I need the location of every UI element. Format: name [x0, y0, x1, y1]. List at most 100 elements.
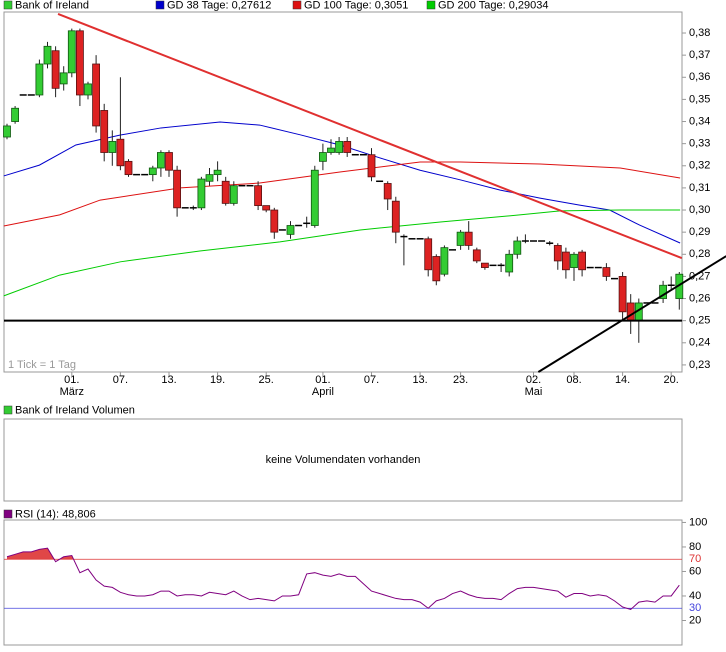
y-tick-label: 0,35: [689, 93, 710, 105]
candle-body: [513, 240, 522, 255]
candle-body: [197, 178, 206, 209]
x-tick-label: 01.: [64, 374, 79, 386]
month-label: Mai: [525, 386, 543, 398]
y-tick-label: 0,30: [689, 204, 710, 216]
candle-body: [205, 174, 214, 182]
moving-average: [3, 161, 681, 227]
candle-body: [76, 30, 84, 96]
x-tick-label: 20.: [664, 374, 679, 386]
x-tick-label: 01.: [315, 374, 330, 386]
y-tick-label: 0,23: [689, 359, 710, 371]
candle-body: [254, 185, 263, 207]
candle-body: [562, 251, 570, 271]
candle-body: [602, 267, 611, 277]
candle-body: [318, 152, 327, 162]
volume-frame: [3, 418, 683, 502]
moving-average: [3, 209, 681, 297]
y-tick-label: 100: [689, 516, 707, 528]
candle-body: [100, 110, 109, 153]
candle-body: [116, 138, 125, 167]
price-frame: [3, 11, 683, 373]
legend-swatch: [3, 0, 13, 10]
legend-label: RSI (14): 48,806: [15, 508, 96, 520]
legend-label: GD 100 Tage: 0,3051: [304, 0, 408, 11]
y-tick-label: 0,37: [689, 49, 710, 61]
candle-body: [286, 225, 295, 235]
y-tick-label: 0,32: [689, 160, 710, 172]
candle-body: [618, 276, 627, 313]
candle-body: [148, 167, 157, 176]
x-tick-label: 07.: [113, 374, 128, 386]
candle-body: [343, 141, 352, 153]
candle-body: [51, 50, 60, 89]
candle-body: [59, 72, 68, 85]
candle-body: [3, 125, 11, 138]
candle-body: [424, 238, 433, 271]
candle-body: [464, 231, 473, 246]
candle-body: [367, 154, 376, 178]
x-tick-label: 23.: [453, 374, 468, 386]
legend-label: Bank of Ireland Volumen: [15, 404, 135, 416]
candle-body: [67, 30, 76, 74]
x-tick-label: 14.: [615, 374, 630, 386]
legend-label: GD 38 Tage: 0,27612: [167, 0, 271, 11]
rsi-zone: [7, 548, 74, 560]
candle-body: [108, 141, 117, 153]
candle-body: [229, 185, 238, 204]
candle-body: [43, 45, 52, 65]
tick-note: 1 Tick = 1 Tag: [8, 359, 76, 371]
y-tick-label: 0,38: [689, 27, 710, 39]
candle-body: [35, 63, 44, 96]
candle-body: [505, 253, 514, 273]
rsi-line: [6, 547, 680, 611]
legend-swatch: [3, 509, 13, 519]
candle-body: [626, 302, 635, 322]
candle-body: [472, 249, 481, 262]
candle-body: [173, 169, 182, 209]
y-tick-label: 60: [689, 565, 701, 577]
candle-body: [578, 251, 586, 271]
legend-swatch: [292, 0, 302, 10]
y-tick-label: 20: [689, 614, 701, 626]
x-tick-label: 08.: [566, 374, 581, 386]
legend-swatch: [426, 0, 436, 10]
y-tick-label: 0,34: [689, 115, 710, 127]
x-tick-label: 13.: [161, 374, 176, 386]
y-tick-label: 80: [689, 541, 701, 553]
reference-label: 70: [689, 553, 701, 565]
y-tick-label: 0,33: [689, 138, 710, 150]
reference-label: 30: [689, 602, 701, 614]
moving-average: [3, 121, 681, 244]
candle-body: [11, 107, 20, 122]
candle-body: [480, 262, 489, 268]
candle-body: [383, 183, 392, 200]
y-tick-label: 0,26: [689, 292, 710, 304]
trend-line: [537, 255, 726, 373]
candle-body: [553, 245, 562, 262]
y-tick-label: 0,29: [689, 226, 710, 238]
candle-body: [213, 169, 222, 176]
x-tick-label: 25.: [259, 374, 274, 386]
candle-body: [570, 253, 578, 268]
y-tick-label: 0,31: [689, 182, 710, 194]
legend-swatch: [155, 0, 165, 10]
rsi-frame: [3, 519, 683, 646]
candle-body: [270, 209, 279, 233]
candle-body: [156, 152, 165, 169]
candle-body: [456, 231, 465, 246]
candle-body: [440, 247, 449, 275]
legend-label: GD 200 Tage: 0,29034: [438, 0, 549, 11]
trend-line: [57, 13, 683, 259]
y-tick-label: 40: [689, 590, 701, 602]
candle-body: [391, 200, 400, 233]
month-label: März: [60, 386, 84, 398]
x-tick-label: 19.: [210, 374, 225, 386]
legend-label: Bank of Ireland: [15, 0, 89, 11]
candle-body: [327, 147, 335, 153]
y-tick-label: 0,25: [689, 315, 710, 327]
y-tick-label: 0,27: [689, 270, 710, 282]
legend-swatch: [3, 405, 13, 415]
candle-body: [335, 141, 344, 153]
y-tick-label: 0,28: [689, 248, 710, 260]
